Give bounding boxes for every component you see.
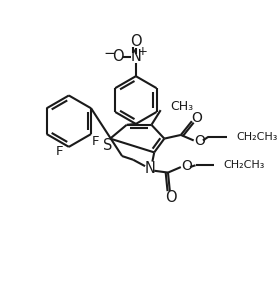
Text: −: − xyxy=(103,46,115,61)
Text: CH₂CH₃: CH₂CH₃ xyxy=(223,160,264,170)
Text: O: O xyxy=(165,190,177,205)
Text: N: N xyxy=(144,162,155,176)
Text: F: F xyxy=(56,145,63,158)
Text: O: O xyxy=(191,111,202,125)
Text: O: O xyxy=(112,49,123,64)
Text: +: + xyxy=(137,45,147,58)
Text: CH₂CH₃: CH₂CH₃ xyxy=(236,132,277,142)
Text: N: N xyxy=(130,49,141,64)
Text: F: F xyxy=(92,135,99,148)
Text: CH₃: CH₃ xyxy=(170,100,193,113)
Text: O: O xyxy=(130,34,142,49)
Text: S: S xyxy=(103,139,112,153)
Text: O: O xyxy=(181,159,192,173)
Text: O: O xyxy=(194,134,205,148)
